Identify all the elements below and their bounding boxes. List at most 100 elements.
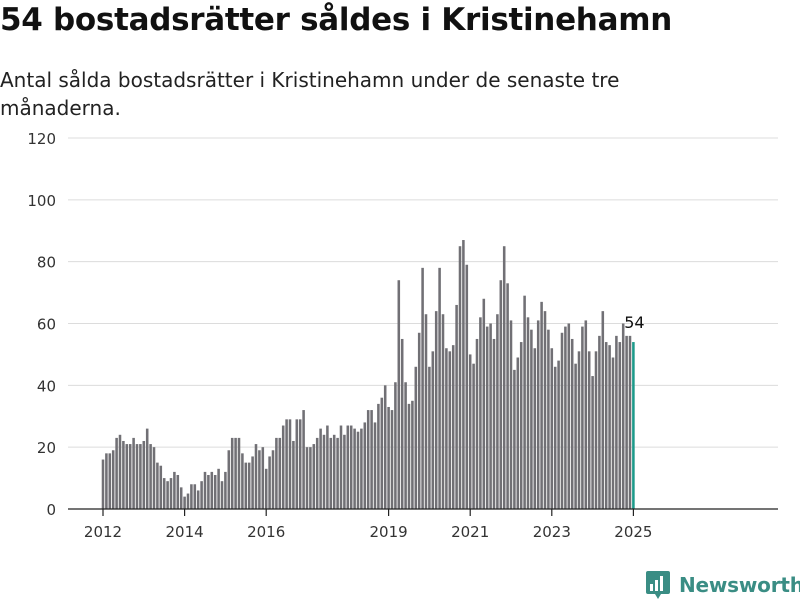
bar: [598, 335, 601, 509]
bar: [601, 311, 605, 509]
bar: [281, 425, 285, 509]
bar: [404, 382, 407, 509]
bar: [332, 434, 336, 509]
bar: [417, 332, 421, 509]
bar: [421, 267, 424, 509]
bar: [105, 453, 108, 509]
y-tick-label: 0: [46, 501, 56, 519]
bar: [156, 462, 159, 509]
bar: [224, 471, 227, 509]
x-tick-label: 2016: [247, 523, 285, 541]
x-tick-label: 2025: [614, 523, 652, 541]
bar: [574, 363, 577, 509]
bar: [329, 437, 333, 509]
bar: [502, 246, 506, 510]
bar: [186, 493, 190, 509]
bar: [407, 403, 411, 509]
bar: [241, 453, 244, 509]
bar: [475, 338, 479, 509]
bar: [547, 329, 550, 509]
bar: [533, 348, 537, 509]
grid-lines: [68, 137, 778, 448]
bar: [465, 264, 469, 509]
bar: [193, 484, 197, 509]
bar: [247, 462, 251, 509]
bar: [132, 437, 135, 509]
bar: [288, 419, 292, 509]
bar: [183, 496, 186, 509]
bar: [251, 456, 254, 509]
bar: [587, 351, 591, 509]
bar: [485, 326, 489, 509]
bar: [305, 447, 309, 509]
bar: [349, 425, 353, 509]
bar: [285, 419, 288, 509]
bar: [377, 403, 380, 509]
y-tick-label: 20: [37, 439, 56, 457]
bar: [513, 369, 516, 509]
bar: [139, 444, 142, 509]
bar: [380, 397, 384, 509]
bar: [455, 304, 458, 509]
bar: [400, 338, 404, 509]
bar: [312, 444, 316, 509]
bar: [159, 465, 163, 509]
bar: [621, 323, 625, 509]
bar: [227, 450, 231, 509]
x-tick-label: 2023: [533, 523, 571, 541]
chart-subtitle: Antal sålda bostadsrätter i Kristinehamn…: [0, 68, 620, 120]
bar: [543, 311, 547, 509]
bar: [213, 474, 217, 509]
bar: [162, 478, 166, 509]
bar: [557, 360, 560, 509]
bar: [523, 295, 526, 509]
bar: [628, 335, 632, 509]
bar: [373, 422, 377, 509]
bar: [220, 481, 224, 509]
bar: [343, 434, 346, 509]
bar: [431, 351, 435, 509]
bar: [207, 474, 210, 509]
bar: [258, 450, 261, 509]
bar: [428, 366, 431, 509]
y-tick-label: 80: [37, 254, 56, 272]
bar: [356, 431, 360, 509]
bar: [438, 267, 441, 509]
y-tick-label: 40: [37, 377, 56, 395]
x-tick-label: 2012: [84, 523, 122, 541]
bar: [234, 437, 237, 509]
bar: [472, 363, 475, 509]
bar: [482, 298, 486, 509]
bar: [278, 437, 282, 509]
bar: [604, 342, 608, 509]
bar: [445, 348, 448, 509]
chart-title: 54 bostadsrätter såldes i Kristinehamn: [0, 2, 672, 38]
bar: [145, 428, 149, 509]
bar: [176, 474, 180, 509]
bar: [581, 326, 584, 509]
bar: [383, 385, 387, 509]
bar: [424, 314, 428, 509]
bar: [553, 366, 557, 509]
bar: [530, 329, 533, 509]
bar: [458, 246, 462, 510]
bar: [336, 437, 339, 509]
brand-name: Newsworthy: [679, 573, 800, 597]
bar: [111, 450, 115, 509]
bar: [118, 434, 122, 509]
annotations: 54: [624, 313, 644, 332]
bar: [322, 434, 326, 509]
bar: [292, 440, 295, 509]
bar: [115, 437, 118, 509]
bar: [237, 437, 241, 509]
y-tick-label: 60: [37, 316, 56, 334]
bar: [271, 450, 275, 509]
y-axis-labels: 0 20 40 60 80 100 120: [27, 130, 56, 519]
bar: [509, 320, 513, 509]
bar: [506, 283, 509, 509]
bar: [346, 425, 350, 509]
x-tick-label: 2019: [370, 523, 408, 541]
bar: [468, 354, 472, 509]
bar: [451, 345, 455, 509]
bar: [370, 410, 373, 509]
